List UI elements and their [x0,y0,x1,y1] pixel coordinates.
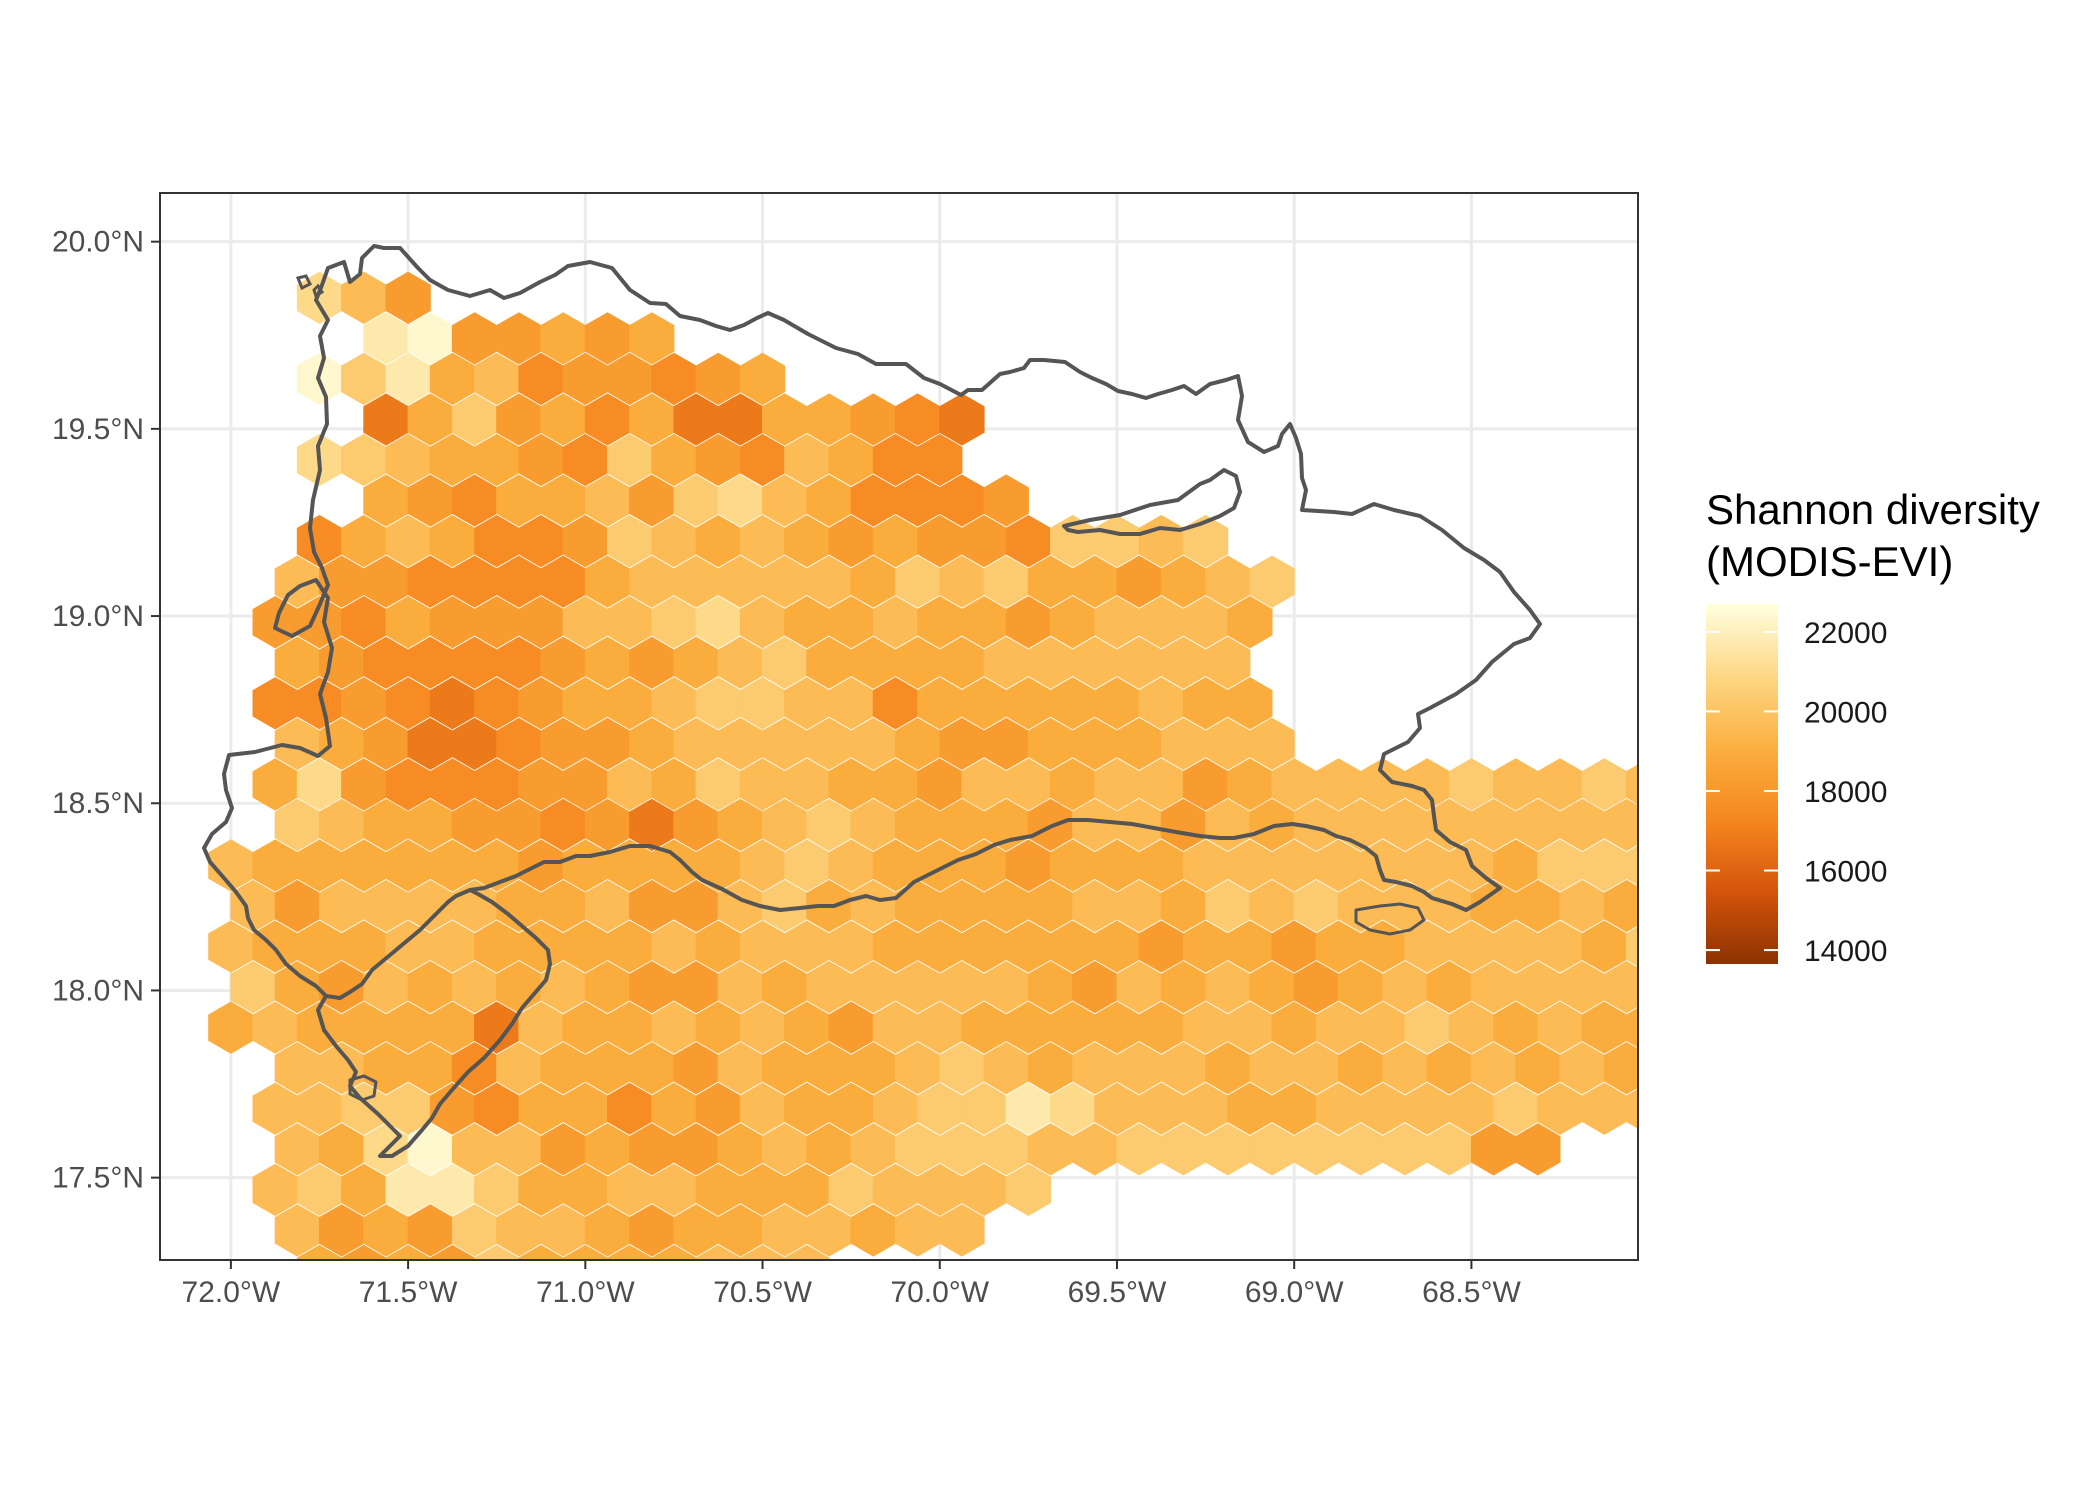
hexbin-layer [208,271,1781,1500]
hex-cell [497,1448,541,1499]
x-tick-label: 70.5°W [713,1276,812,1309]
coastline [202,244,1542,1000]
hex-cell [1649,799,1693,850]
hex-cell [739,352,786,406]
hex-cell [541,1448,585,1499]
y-tick-label: 19.5°N [52,413,144,446]
hex-cell [497,1286,541,1337]
hex-cell [1649,1043,1693,1094]
hex-cell [939,393,985,446]
hex-cell [408,1448,452,1499]
x-tick-label: 71.0°W [536,1276,635,1309]
hex-cell [1626,1088,1638,1129]
hex-cell [385,271,431,324]
hex-cell [1603,879,1638,933]
hex-cell [983,474,1029,527]
x-tick-label: 69.0°W [1245,1276,1344,1309]
hex-cell [629,312,675,365]
hex-cell [364,1367,408,1418]
hex-cell [497,1367,541,1418]
hex-cell [1249,717,1295,770]
y-tick-label: 20.0°N [52,226,144,259]
hex-cell [1649,962,1693,1013]
hex-cell [475,1489,519,1500]
axes: 72.0°W 71.5°W 71.0°W 70.5°W 70.0°W 69.5°W 69.0… [52,226,1522,1309]
legend: Shannon diversity (MODIS-EVI) 14000 16000… [1706,486,2040,968]
hex-cell [342,1408,386,1459]
y-tick-label: 18.5°N [52,787,144,820]
hex-cell [430,1408,474,1459]
hex-cell [519,1408,563,1459]
hex-cell [784,1244,830,1260]
hex-cell [430,1489,474,1500]
x-tick-label: 68.5°W [1422,1276,1521,1309]
legend-title-line2: (MODIS-EVI) [1706,538,1953,585]
hex-cell [297,1326,341,1377]
hex-cell [386,1408,430,1459]
legend-break-label: 16000 [1804,856,1887,889]
hex-cell [386,1326,430,1377]
hex-cell [386,1489,430,1500]
x-tick-label: 72.0°W [182,1276,281,1309]
hex-cell [1626,926,1638,967]
hex-cell [939,1204,985,1257]
y-tick-label: 17.5°N [52,1162,144,1195]
hex-cell [1737,962,1781,1013]
hex-cell [1693,962,1737,1013]
northwest-islets-outline [295,274,325,299]
hex-cell [1205,636,1251,689]
hex-cell [519,1489,563,1500]
hex-cell [1715,1002,1759,1053]
hex-cell [519,1326,563,1377]
y-tick-label: 18.0°N [52,974,144,1007]
x-tick-label: 70.0°W [890,1276,989,1309]
hex-cell [1005,1163,1051,1216]
y-tick-label: 19.0°N [52,600,144,633]
hex-cell [1603,1042,1638,1095]
legend-break-label: 22000 [1804,617,1887,650]
hex-cell [452,1367,496,1418]
legend-breaks: 14000 16000 18000 20000 22000 [1706,617,1887,968]
hex-cell [541,1367,585,1418]
hex-cell [1626,845,1638,886]
legend-colorbar [1706,604,1778,964]
hex-cell [452,1448,496,1499]
hex-cell [1671,1002,1715,1053]
hex-cell [1515,1123,1561,1176]
hex-cell [1227,677,1273,730]
legend-title-line1: Shannon diversity [1706,486,2040,533]
hex-cell [475,1326,519,1377]
legend-break-label: 20000 [1804,696,1887,729]
hex-cell [1603,960,1638,1014]
hex-cell [452,1286,496,1337]
hex-cell [475,1408,519,1459]
saona-island-outline [1354,902,1426,936]
x-tick-label: 69.5°W [1068,1276,1167,1309]
hex-cell [917,433,963,487]
legend-break-label: 14000 [1804,935,1887,968]
samana-peninsula-outline [1062,468,1242,536]
hex-cell [430,1326,474,1377]
hex-cell [1626,764,1638,805]
hex-cell [1249,555,1295,608]
hex-cell [320,1286,364,1337]
x-tick-label: 71.5°W [359,1276,458,1309]
hex-cell [1603,798,1638,852]
legend-break-label: 18000 [1804,776,1887,809]
hex-cell [408,1367,452,1418]
beata-island-outline [348,1074,378,1102]
country-outline [202,244,1542,1158]
hex-cell [1227,596,1273,649]
plot-panel-border [159,192,1639,1261]
hex-cell [1626,1007,1638,1048]
hex-cell [342,1326,386,1377]
